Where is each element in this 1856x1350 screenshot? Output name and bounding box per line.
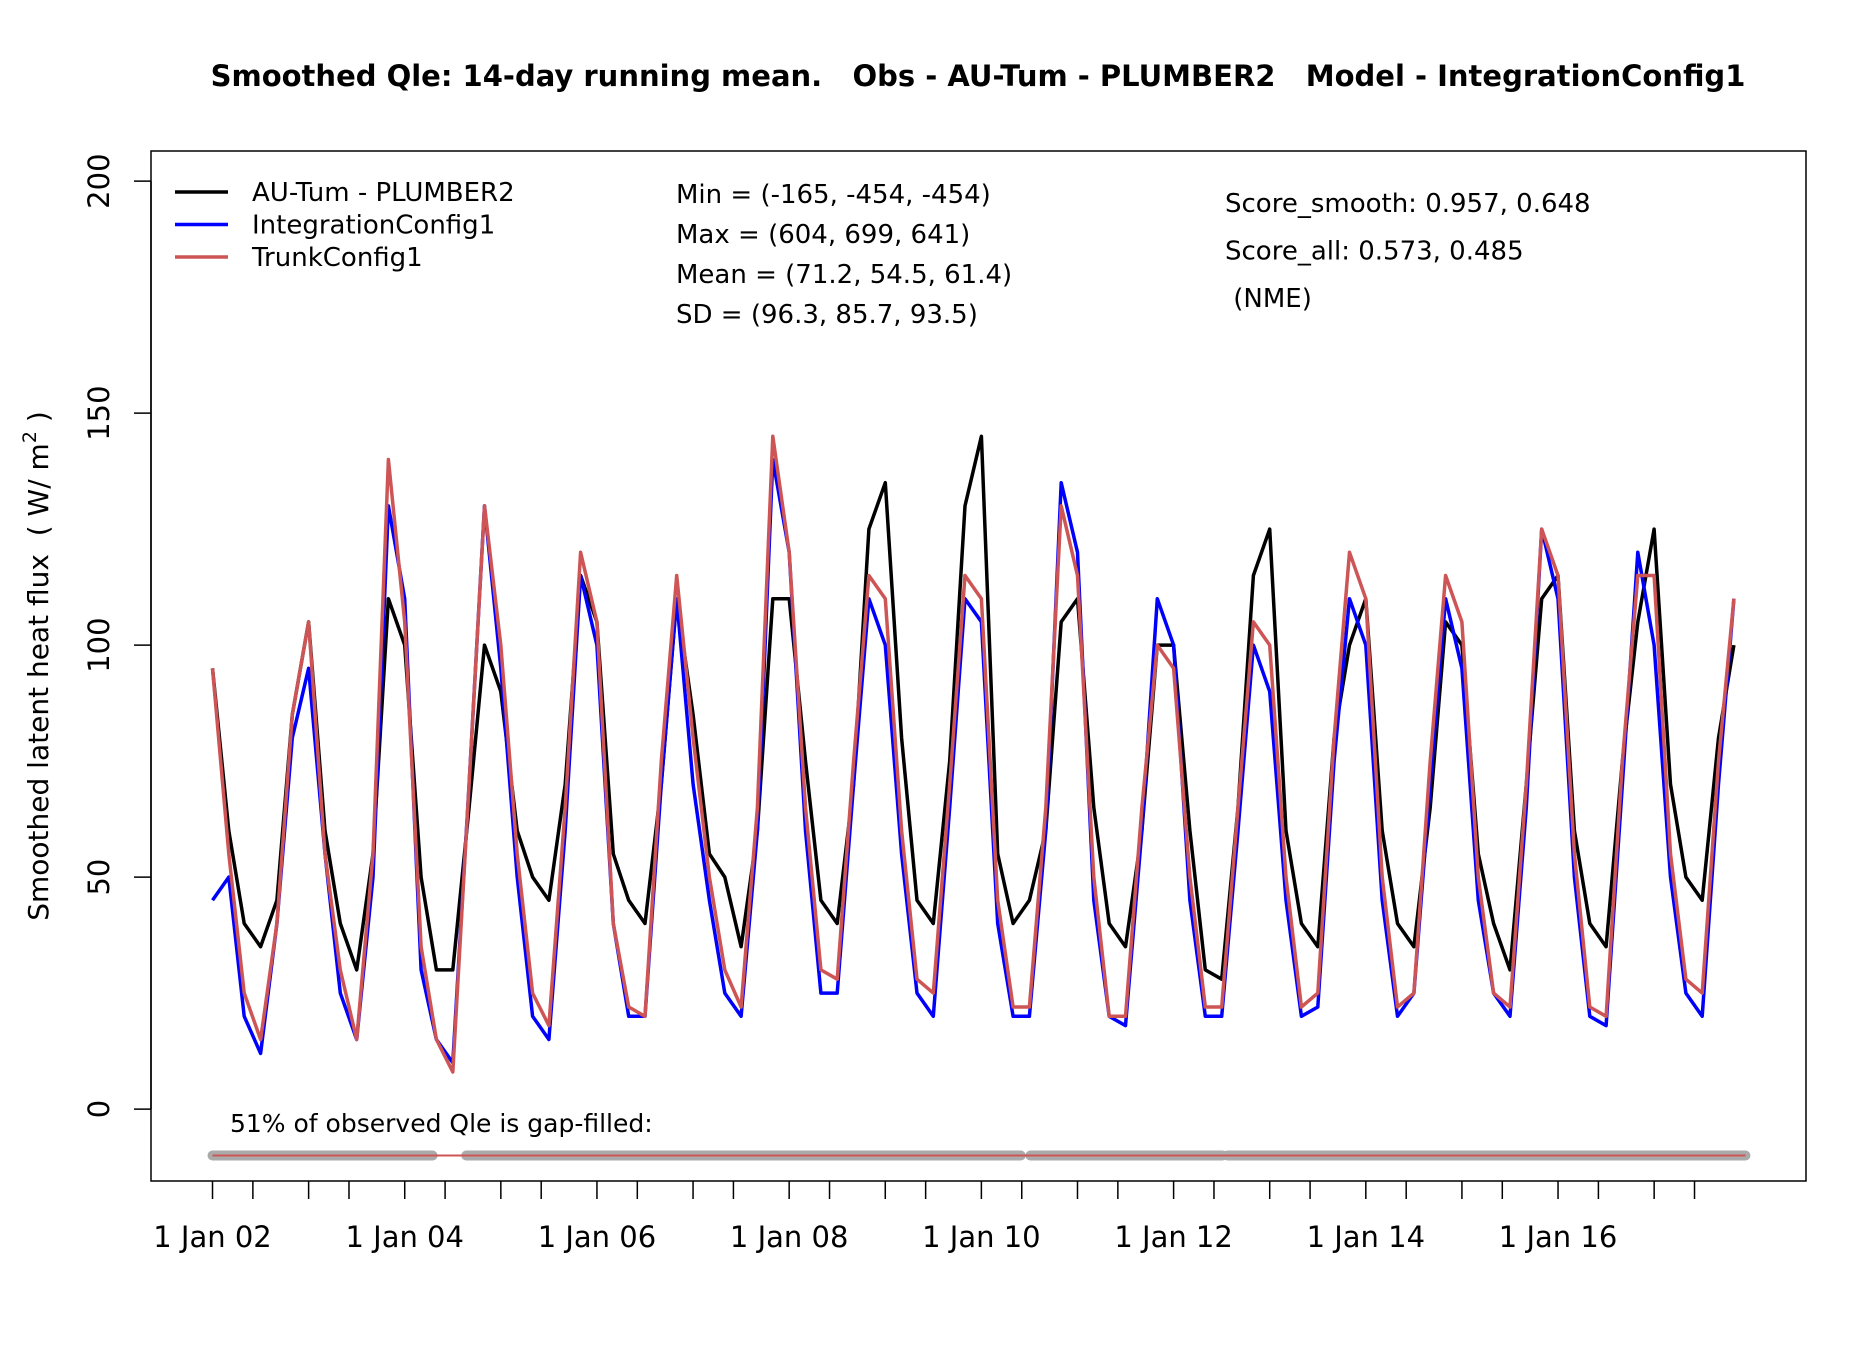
- y-tick-label: 100: [82, 617, 116, 672]
- chart-title: Smoothed Qle: 14-day running mean. Obs -…: [211, 59, 1746, 93]
- legend-label: AU-Tum - PLUMBER2: [252, 178, 515, 208]
- score-annotation: Score_smooth: 0.957, 0.648: [1225, 189, 1591, 219]
- legend-label: IntegrationConfig1: [252, 211, 495, 241]
- plot-box: [150, 150, 1807, 1182]
- x-tick-label: 1 Jan 08: [730, 1220, 849, 1254]
- series-line: [210, 434, 1736, 981]
- stats-annotation: Max = (604, 699, 641): [676, 220, 970, 250]
- score-annotation: Score_all: 0.573, 0.485: [1225, 237, 1524, 267]
- stats-annotation: SD = (96.3, 85.7, 93.5): [676, 300, 978, 330]
- x-tick-label: 1 Jan 06: [538, 1220, 657, 1254]
- series-line: [211, 457, 1736, 1065]
- x-tick-label: 1 Jan 12: [1114, 1220, 1233, 1254]
- x-tick-label: 1 Jan 14: [1307, 1220, 1426, 1254]
- y-tick-label: 50: [82, 859, 116, 896]
- x-tick-label: 1 Jan 16: [1499, 1220, 1618, 1254]
- legend-label: TrunkConfig1: [251, 243, 423, 273]
- x-tick-label: 1 Jan 04: [345, 1220, 464, 1254]
- y-tick-label: 150: [82, 385, 116, 440]
- x-tick-label: 1 Jan 10: [922, 1220, 1041, 1254]
- y-axis-label-end: ): [22, 411, 55, 431]
- gapfill-label: 51% of observed Qle is gap-filled:: [230, 1109, 653, 1138]
- y-axis-label: Smoothed latent heat flux ( W/ m2 ): [19, 411, 55, 921]
- series-line: [210, 434, 1736, 1074]
- y-axis-label-main: Smoothed latent heat flux ( W/ m: [22, 443, 55, 921]
- score-annotation: (NME): [1225, 284, 1312, 314]
- x-tick-label: 1 Jan 02: [153, 1220, 272, 1254]
- y-axis-label-sup: 2: [19, 431, 41, 443]
- stats-annotation: Mean = (71.2, 54.5, 61.4): [676, 260, 1012, 290]
- stats-annotation: Min = (-165, -454, -454): [676, 180, 991, 210]
- y-tick-label: 200: [82, 153, 116, 208]
- y-tick-label: 0: [82, 1100, 116, 1118]
